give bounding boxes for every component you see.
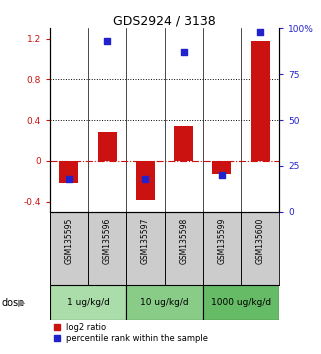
- Point: [219, 172, 224, 178]
- Text: GSM135598: GSM135598: [179, 218, 188, 264]
- Text: GSM135599: GSM135599: [217, 218, 226, 264]
- Text: 10 ug/kg/d: 10 ug/kg/d: [140, 298, 189, 307]
- Text: GSM135595: GSM135595: [65, 218, 74, 264]
- Point: [105, 38, 110, 44]
- Text: ▶: ▶: [18, 298, 25, 308]
- Bar: [174, 126, 193, 161]
- Title: GDS2924 / 3138: GDS2924 / 3138: [113, 14, 216, 27]
- Bar: [212, 161, 231, 174]
- Point: [143, 176, 148, 182]
- Bar: [251, 41, 270, 161]
- Legend: log2 ratio, percentile rank within the sample: log2 ratio, percentile rank within the s…: [54, 322, 208, 343]
- Bar: [98, 132, 117, 161]
- Text: GSM135596: GSM135596: [103, 218, 112, 264]
- Point: [181, 49, 186, 55]
- Point: [66, 176, 72, 182]
- Bar: [126, 212, 164, 285]
- Point: [257, 29, 263, 35]
- Text: dose: dose: [2, 298, 25, 308]
- Text: GSM135600: GSM135600: [256, 218, 265, 264]
- Bar: [50, 212, 88, 285]
- Bar: [203, 285, 279, 320]
- Bar: [164, 212, 203, 285]
- Bar: [136, 161, 155, 200]
- Bar: [50, 285, 126, 320]
- Text: GSM135597: GSM135597: [141, 218, 150, 264]
- Bar: [88, 212, 126, 285]
- Text: 1000 ug/kg/d: 1000 ug/kg/d: [211, 298, 271, 307]
- Bar: [203, 212, 241, 285]
- Bar: [59, 161, 78, 183]
- Text: 1 ug/kg/d: 1 ug/kg/d: [66, 298, 109, 307]
- Bar: [241, 212, 279, 285]
- Bar: [126, 285, 203, 320]
